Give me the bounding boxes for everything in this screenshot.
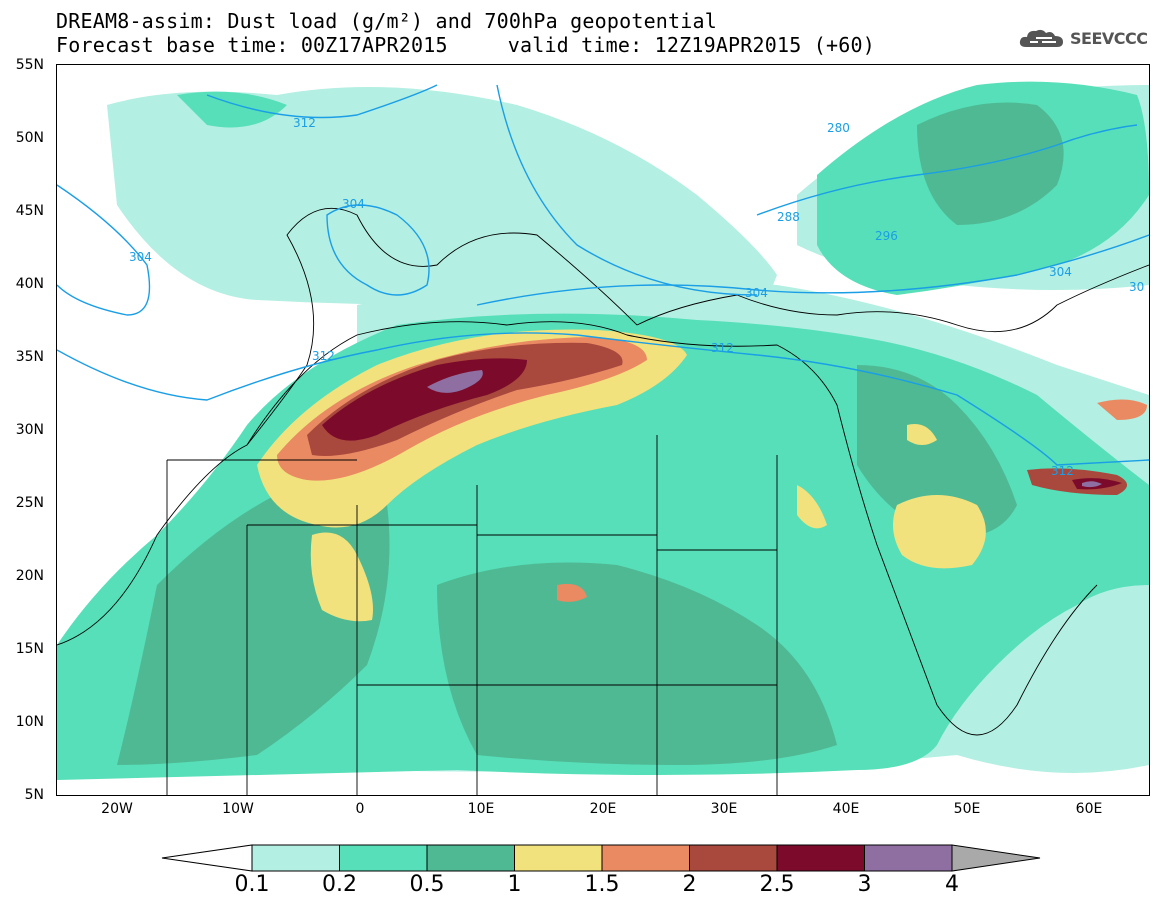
seevccc-logo: SEEVCCC — [1018, 27, 1148, 49]
contour-label: 312 — [711, 341, 734, 355]
contour-label: 296 — [875, 229, 898, 243]
lat-label: 45N — [15, 203, 44, 219]
contour-label: 304 — [342, 197, 365, 211]
contour-labels: 312 304 304 312 280 288 296 304 304 312 … — [129, 116, 1144, 478]
colorbar-label: 1 — [507, 872, 522, 897]
colorbar-cell — [776, 844, 865, 872]
colorbar-label: 2.5 — [759, 872, 795, 897]
lat-label: 55N — [15, 57, 44, 73]
lon-label: 50E — [953, 801, 981, 817]
colorbar-cell — [864, 844, 953, 872]
lat-label: 50N — [15, 130, 44, 146]
title-line-1: DREAM8-assim: Dust load (g/m²) and 700hP… — [56, 9, 718, 33]
colorbar-label: 0.2 — [322, 872, 357, 897]
lon-label: 20E — [589, 801, 617, 817]
lat-label: 40N — [15, 276, 44, 292]
colorbar-label: 2 — [682, 872, 697, 897]
lat-label: 5N — [24, 787, 44, 803]
lon-label: 0 — [355, 801, 365, 817]
lon-label: 40E — [832, 801, 860, 817]
valid-time: valid time: 12Z19APR2015 (+60) — [507, 33, 875, 57]
colorbar-label: 0.1 — [234, 872, 270, 897]
colorbar-over-arrow — [951, 844, 1041, 872]
lon-label: 30E — [710, 801, 738, 817]
contour-label: 304 — [1049, 265, 1072, 279]
lat-label: 15N — [15, 641, 44, 657]
colorbar-cell — [426, 844, 515, 872]
dust-map: 312 304 304 312 280 288 296 304 304 312 … — [57, 81, 1149, 795]
lat-label: 35N — [15, 349, 44, 365]
dust-layer-3 — [427, 370, 1102, 488]
geopotential-contours — [57, 84, 1149, 466]
contour-label: 312 — [1051, 464, 1074, 478]
colorbar-cell — [601, 844, 690, 872]
colorbar-label: 4 — [945, 872, 959, 897]
title-line-2: Forecast base time: 00Z17APR2015 valid ti… — [56, 33, 875, 57]
contour-label: 288 — [777, 210, 800, 224]
lon-label: 10W — [222, 801, 254, 817]
contour-label: 304 — [129, 250, 152, 264]
forecast-base-time: Forecast base time: 00Z17APR2015 — [56, 33, 448, 57]
contour-label: 312 — [293, 116, 316, 130]
colorbar-cell — [339, 844, 428, 872]
colorbar-cell — [689, 844, 778, 872]
lon-label: 60E — [1075, 801, 1103, 817]
lon-label: 10E — [467, 801, 495, 817]
colorbar-under-arrow — [161, 844, 253, 872]
colorbar-label: 3 — [857, 872, 872, 897]
colorbar-cell — [251, 844, 340, 872]
logo-text: SEEVCCC — [1070, 28, 1148, 48]
country-borders — [57, 207, 1149, 795]
lat-label: 10N — [15, 714, 44, 730]
contour-label: 304 — [745, 286, 768, 300]
colorbar-cell — [514, 844, 603, 872]
cloud-icon — [1019, 29, 1063, 47]
contour-label: 312 — [312, 349, 335, 363]
map-panel[interactable]: 312 304 304 312 280 288 296 304 304 312 … — [56, 64, 1150, 796]
contour-label: 30 — [1129, 280, 1144, 294]
colorbar — [161, 844, 1041, 872]
lat-label: 20N — [15, 568, 44, 584]
lat-label: 30N — [15, 422, 44, 438]
lon-label: 20W — [101, 801, 133, 817]
colorbar-label: 0.5 — [409, 872, 445, 897]
colorbar-label: 1.5 — [584, 872, 620, 897]
dust-layer-0.5 — [117, 102, 1064, 765]
contour-label: 280 — [827, 121, 850, 135]
lat-label: 25N — [15, 495, 44, 511]
